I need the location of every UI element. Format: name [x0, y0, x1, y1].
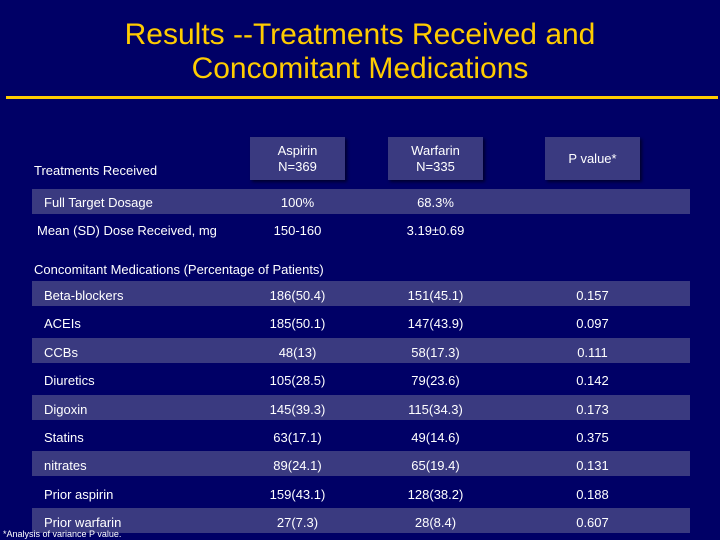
treatment-row-aspirin: 100% [280, 195, 315, 210]
med-row-aspirin: 105(28.5) [269, 373, 326, 389]
med-row-warfarin: 128(38.2) [407, 486, 464, 502]
med-row-aspirin: 145(39.3) [269, 401, 326, 417]
med-row-p-value: 0.375 [576, 430, 609, 445]
med-row-warfarin: 49(14.6) [411, 430, 460, 445]
med-row-p-value: 0.188 [576, 486, 609, 502]
med-row-p-value: 0.111 [577, 344, 608, 360]
footnote: *Analysis of variance P value. [3, 529, 122, 539]
med-row-warfarin: 65(19.4) [411, 458, 460, 474]
med-row-p-value: 0.142 [576, 373, 609, 389]
aspirin-header-box: Aspirin N=369 [250, 137, 345, 180]
med-row-aspirin: 89(24.1) [273, 458, 322, 474]
med-row-band [32, 451, 690, 477]
med-row-label: Digoxin [44, 401, 88, 417]
med-row-band [32, 337, 690, 363]
med-row-warfarin: 147(43.9) [407, 316, 464, 332]
med-row-warfarin: 115(34.3) [408, 401, 463, 417]
concomitant-section-label: Concomitant Medications (Percentage of P… [34, 262, 324, 277]
med-row-band [32, 394, 690, 420]
med-row-warfarin: 58(17.3) [411, 344, 460, 360]
med-row-label: ACEIs [44, 316, 81, 332]
med-row-p-value: 0.173 [576, 401, 609, 417]
treatment-row-label: Full Target Dosage [44, 195, 153, 210]
warfarin-header-name: Warfarin [411, 142, 460, 158]
med-row-label: Prior warfarin [44, 515, 122, 531]
p-value-header-box: P value* [545, 137, 640, 180]
med-row-label: Prior aspirin [44, 486, 114, 502]
treatments-received-header: Treatments Received [34, 163, 158, 178]
med-row-label: Statins [44, 430, 84, 445]
med-row-p-value: 0.097 [576, 316, 609, 332]
p-value-header: P value* [568, 150, 617, 166]
med-row-aspirin: 185(50.1) [269, 316, 326, 332]
treatment-row-warfarin: 3.19±0.69 [406, 223, 465, 238]
med-row-warfarin: 79(23.6) [411, 373, 460, 389]
med-row-aspirin: 48(13) [278, 344, 317, 360]
treatment-row-aspirin: 150-160 [273, 223, 322, 238]
med-row-label: nitrates [44, 458, 87, 474]
med-row-p-value: 0.607 [576, 515, 609, 531]
med-row-aspirin: 27(7.3) [276, 515, 319, 531]
med-row-p-value: 0.131 [576, 458, 609, 474]
aspirin-header-n: N=369 [278, 158, 317, 174]
med-row-aspirin: 63(17.1) [273, 430, 322, 445]
treatment-row-warfarin: 68.3% [417, 195, 454, 210]
med-row-warfarin: 151(45.1) [407, 288, 464, 303]
slide-title-line1: Results --Treatments Received and [124, 18, 596, 51]
title-divider [6, 96, 718, 99]
med-row-label: Beta-blockers [44, 288, 124, 303]
warfarin-header-box: Warfarin N=335 [388, 137, 483, 180]
treatment-row-band [32, 189, 690, 214]
med-row-band [32, 281, 690, 306]
med-row-aspirin: 186(50.4) [269, 288, 326, 303]
med-row-aspirin: 159(43.1) [269, 486, 326, 502]
med-row-label: Diuretics [44, 373, 95, 389]
med-row-band [32, 508, 690, 534]
treatment-row-label: Mean (SD) Dose Received, mg [37, 223, 217, 238]
warfarin-header-n: N=335 [416, 158, 455, 174]
med-row-p-value: 0.157 [576, 288, 609, 303]
slide-title: Results --Treatments Received and Concom… [0, 18, 720, 86]
med-row-label: CCBs [44, 344, 78, 360]
med-row-warfarin: 28(8.4) [414, 515, 457, 531]
aspirin-header-name: Aspirin [277, 142, 318, 158]
slide-title-line2: Concomitant Medications [191, 52, 529, 85]
